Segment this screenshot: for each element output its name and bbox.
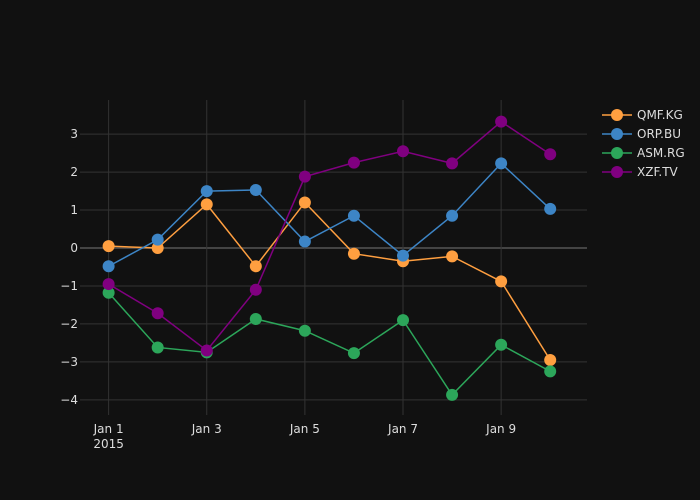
data-point[interactable] (151, 341, 164, 354)
data-point[interactable] (200, 344, 213, 357)
data-point[interactable] (298, 170, 311, 183)
y-tick-label: 3 (70, 127, 78, 141)
y-tick-label: 1 (70, 203, 78, 217)
data-point[interactable] (151, 233, 164, 246)
data-point[interactable] (544, 148, 557, 161)
y-tick-label: −2 (60, 317, 78, 331)
y-tick-label: −3 (60, 355, 78, 369)
legend-label: XZF.TV (637, 165, 679, 179)
x-tick-label: Jan 7 (387, 422, 418, 436)
legend-label: ASM.RG (637, 146, 685, 160)
data-point[interactable] (446, 209, 459, 222)
x-tick-label: Jan 5 (289, 422, 320, 436)
data-point[interactable] (298, 235, 311, 248)
x-tick-label: Jan 1 (93, 422, 124, 436)
grid (80, 100, 587, 415)
legend-item[interactable]: QMF.KG (602, 108, 683, 122)
legend-item[interactable]: ORP.BU (602, 127, 681, 141)
data-point[interactable] (446, 250, 459, 263)
data-point[interactable] (102, 260, 115, 273)
series-xzf-tv (102, 115, 557, 357)
data-point[interactable] (397, 314, 410, 327)
data-point[interactable] (249, 283, 262, 296)
data-point[interactable] (446, 388, 459, 401)
data-point[interactable] (544, 353, 557, 366)
x-tick-label: Jan 9 (485, 422, 516, 436)
plot-area (102, 115, 557, 401)
legend-label: QMF.KG (637, 108, 683, 122)
data-point[interactable] (200, 185, 213, 198)
x-tick-label-year: 2015 (93, 437, 124, 451)
data-point[interactable] (151, 307, 164, 320)
data-point[interactable] (347, 247, 360, 260)
data-point[interactable] (347, 347, 360, 360)
legend-marker (611, 128, 623, 140)
y-tick-label: −1 (60, 279, 78, 293)
y-axis: 3 2 1 0 −1 −2 −3 −4 (60, 127, 78, 407)
data-point[interactable] (102, 278, 115, 291)
data-point[interactable] (544, 202, 557, 215)
data-point[interactable] (151, 242, 164, 255)
series-line (108, 120, 551, 352)
data-point[interactable] (495, 275, 508, 288)
data-point[interactable] (495, 338, 508, 351)
series-orp-bu (102, 157, 557, 273)
data-point[interactable] (200, 198, 213, 211)
y-tick-label: 2 (70, 165, 78, 179)
data-point[interactable] (102, 286, 115, 299)
data-point[interactable] (495, 115, 508, 128)
legend-marker (611, 109, 623, 121)
data-point[interactable] (102, 240, 115, 253)
legend-label: ORP.BU (637, 127, 681, 141)
x-tick-label: Jan 3 (191, 422, 222, 436)
data-point[interactable] (249, 183, 262, 196)
data-point[interactable] (298, 324, 311, 337)
data-point[interactable] (397, 145, 410, 158)
series-line (108, 162, 551, 267)
data-point[interactable] (495, 157, 508, 170)
legend[interactable]: QMF.KG ORP.BU ASM.RG XZF.TV (602, 108, 685, 179)
data-point[interactable] (347, 156, 360, 169)
data-point[interactable] (249, 260, 262, 273)
legend-marker (611, 166, 623, 178)
data-point[interactable] (544, 365, 557, 378)
data-point[interactable] (249, 312, 262, 325)
legend-item[interactable]: XZF.TV (602, 165, 679, 179)
y-tick-label: −4 (60, 393, 78, 407)
series-line (108, 292, 551, 397)
data-point[interactable] (446, 157, 459, 170)
y-tick-label: 0 (70, 241, 78, 255)
data-point[interactable] (298, 196, 311, 209)
data-point[interactable] (347, 209, 360, 222)
legend-marker (611, 147, 623, 159)
data-point[interactable] (397, 249, 410, 262)
legend-item[interactable]: ASM.RG (602, 146, 685, 160)
